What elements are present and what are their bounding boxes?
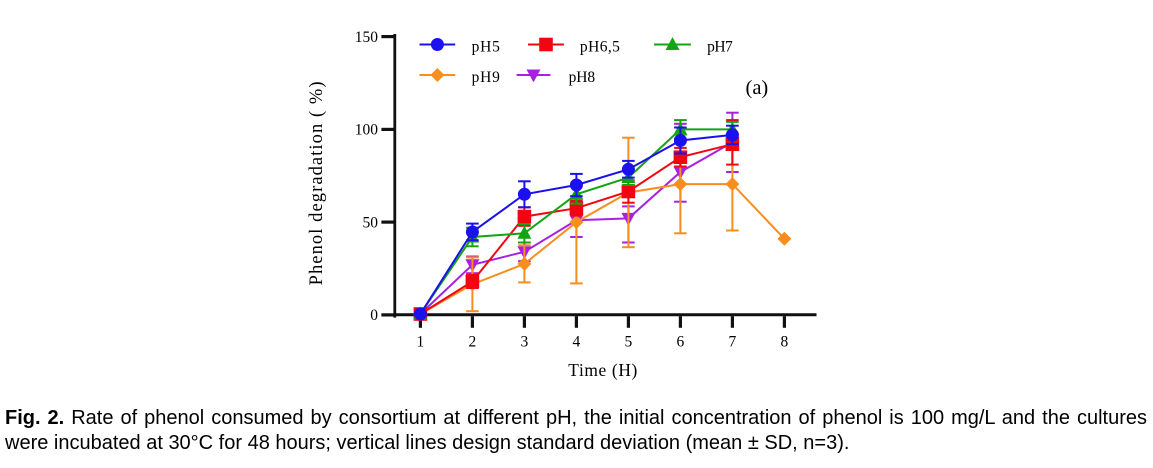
svg-text:50: 50 [363,214,379,231]
svg-text:pH5: pH5 [472,38,501,55]
svg-text:pH9: pH9 [472,69,501,86]
svg-text:pH8: pH8 [569,69,596,86]
svg-text:8: 8 [781,333,789,350]
svg-text:(a): (a) [746,77,769,99]
svg-text:Phenol degradation ( %): Phenol degradation ( %) [307,81,327,285]
svg-text:2: 2 [469,333,477,350]
svg-text:100: 100 [355,122,379,139]
svg-text:6: 6 [677,333,685,350]
svg-text:5: 5 [625,333,633,350]
svg-text:3: 3 [521,333,529,350]
svg-text:150: 150 [355,29,379,46]
svg-text:4: 4 [573,333,581,350]
svg-text:0: 0 [370,307,378,324]
svg-text:pH6,5: pH6,5 [580,38,620,55]
svg-text:7: 7 [729,333,737,350]
svg-text:pH7: pH7 [707,38,733,55]
svg-text:1: 1 [417,333,425,350]
svg-text:Time (H): Time (H) [568,360,637,380]
